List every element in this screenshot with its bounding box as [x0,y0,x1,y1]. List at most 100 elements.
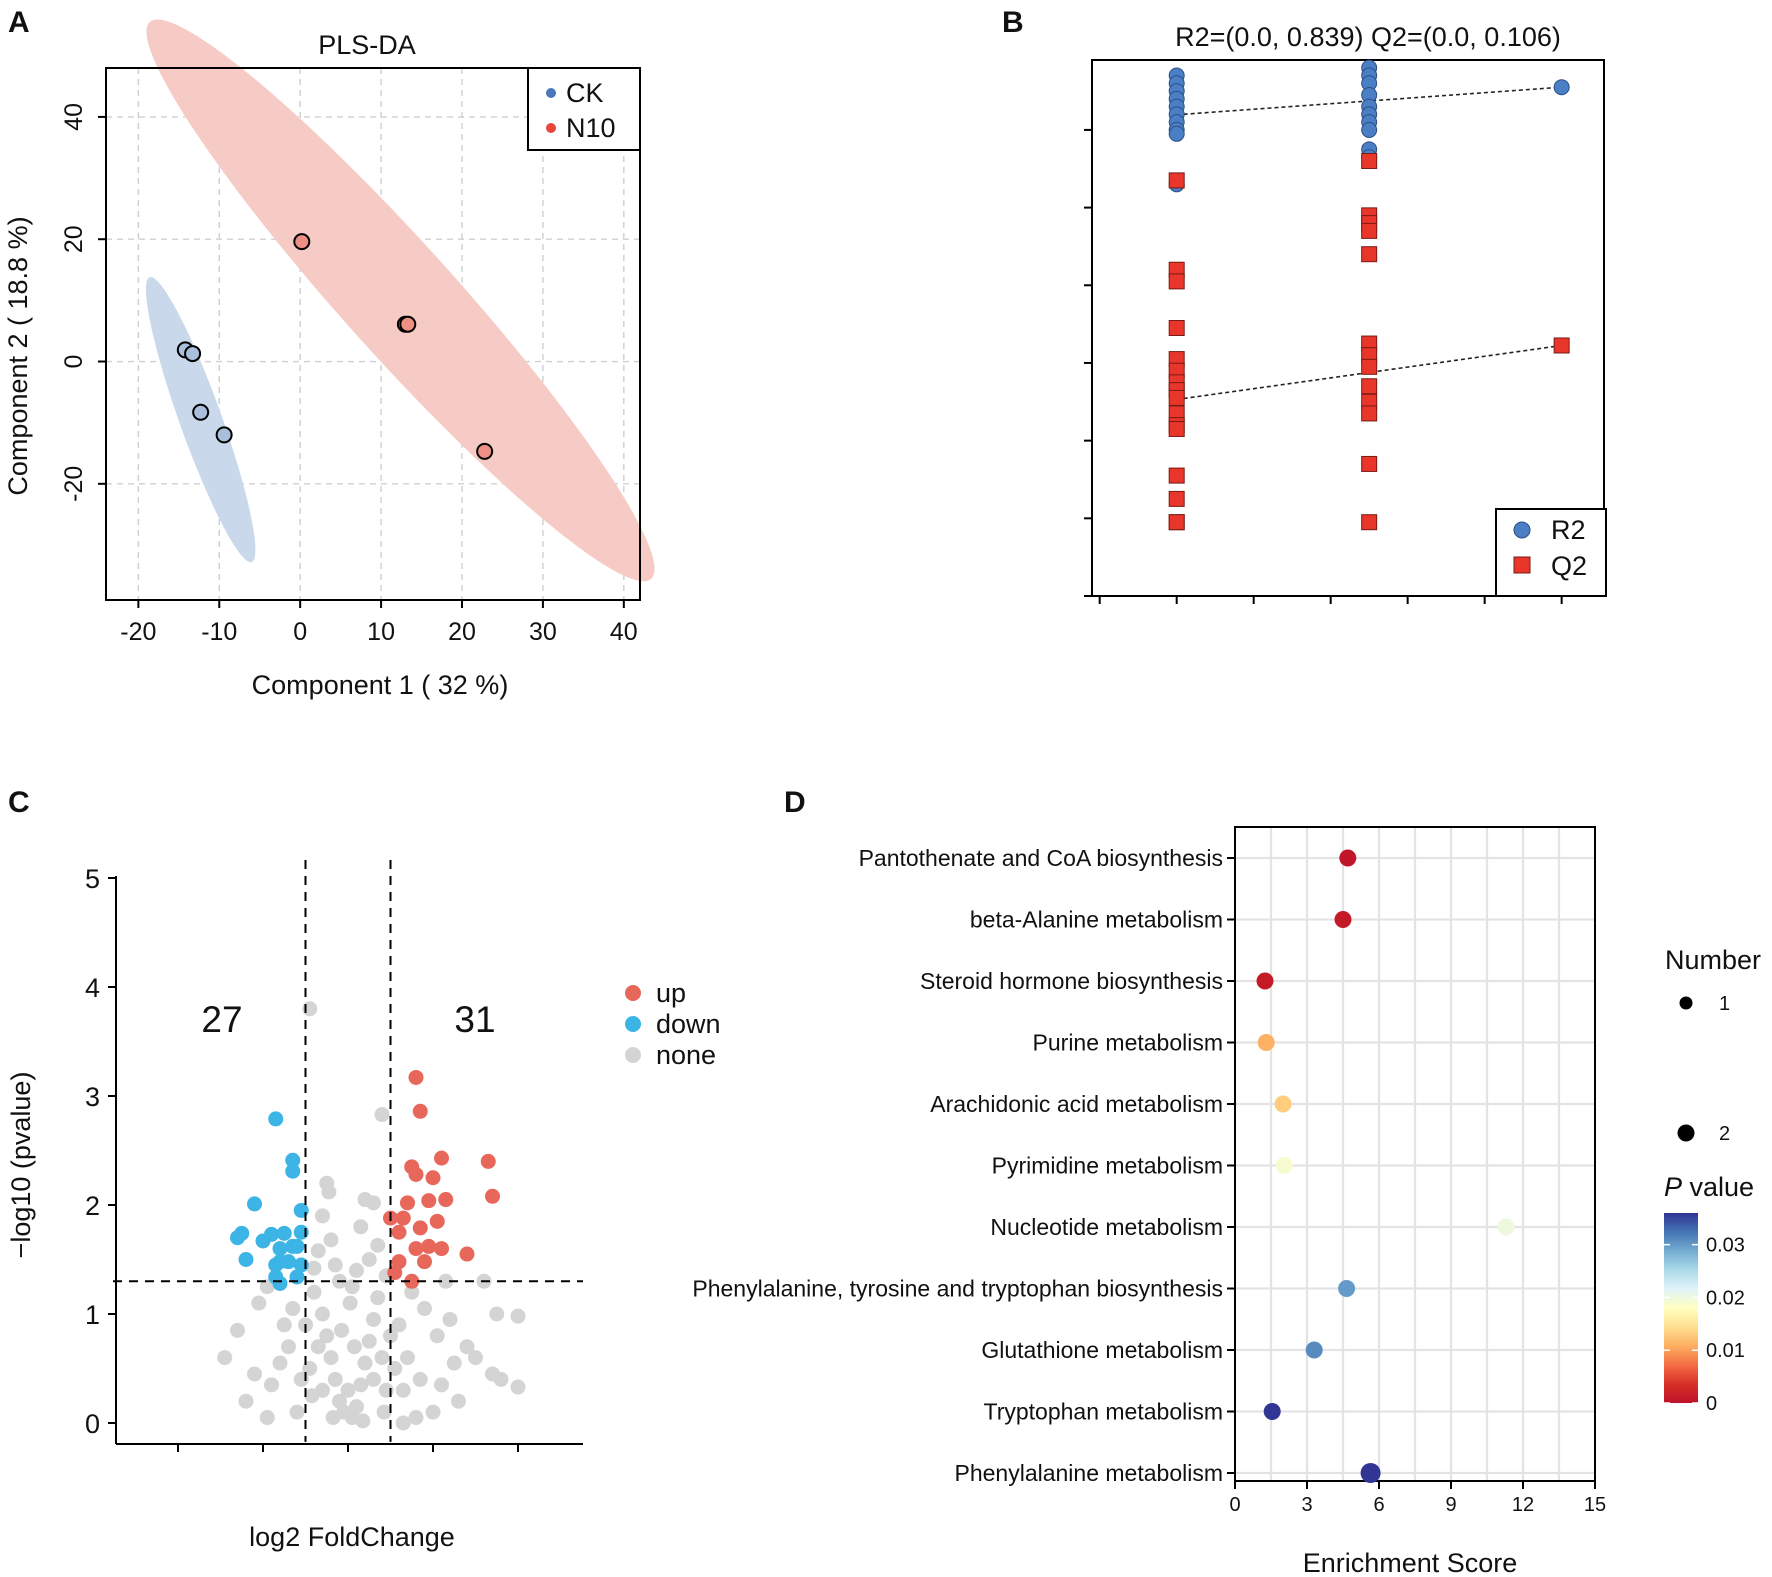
color-legend-title-italic: P [1664,1172,1682,1202]
volcano-point-none [361,1333,377,1349]
data-point-n10 [399,315,417,333]
volcano-point-none [510,1308,526,1324]
color-bar-ticks: 0.03 0.02 0.01 0 [1664,1235,1745,1415]
volcano-point-down [247,1196,262,1212]
volcano-y-tick-label: 4 [85,973,100,1003]
volcano-point-none [366,1195,381,1211]
volcano-axes: 0 1 2 3 4 5 [85,864,583,1452]
pls-da-x-tick-label: 40 [610,618,638,646]
size-legend-label-2: 2 [1719,1123,1730,1145]
legend-up-marker [625,985,641,1001]
pathway-label: Phenylalanine, tyrosine and tryptophan b… [692,1276,1223,1302]
volcano-point-none [451,1393,466,1409]
pathway-label: Phenylalanine metabolism [955,1460,1224,1486]
color-legend-title: P value [1664,1172,1754,1202]
volcano-point-none [276,1317,292,1333]
pathway-label: Nucleotide metabolism [990,1214,1223,1240]
volcano-point-up [395,1210,411,1226]
permutation-axes [1084,128,1563,604]
permutation-chart: R2=(0.0, 0.839) Q2=(0.0, 0.106) R2 Q2 [1084,22,1607,604]
volcano-point-up [412,1103,428,1119]
volcano-point-none [417,1301,432,1317]
volcano-point-none [434,1377,449,1393]
q2-point [1168,172,1185,189]
volcano-point-none [230,1322,245,1338]
volcano-point-up [421,1238,437,1254]
volcano-point-none [342,1295,358,1311]
pls-da-x-tick-label: 20 [448,618,476,646]
volcano-point-down [276,1225,292,1241]
volcano-point-none [366,1371,381,1387]
volcano-point-none [438,1273,454,1289]
q2-point [1361,455,1378,472]
volcano-point-none [310,1243,326,1259]
volcano-point-up [425,1170,441,1186]
legend-none-marker [625,1047,641,1063]
pls-da-y-label: Component 2 ( 18.8 %) [3,216,33,495]
pathway-label: Tryptophan metabolism [984,1399,1223,1425]
q2-point [1168,420,1185,437]
pls-da-x-tick-label: 30 [529,618,557,646]
size-legend-marker-1 [1679,996,1693,1010]
data-point-ck [184,345,202,363]
pls-da-points [176,233,494,460]
volcano-point-none [395,1415,411,1431]
volcano-point-none [374,1350,390,1366]
volcano-point-none [400,1350,415,1366]
panel-label-b: B [1002,6,1024,39]
volcano-point-none [323,1232,339,1248]
volcano-point-none [340,1382,356,1398]
color-legend-title-rest: value [1682,1172,1754,1202]
pls-da-y-tick-label: 0 [60,355,88,369]
legend-down-label: down [656,1009,721,1039]
legend-r2-marker [1513,521,1531,539]
pathway-point [1338,1280,1356,1297]
enrichment-x-label: Enrichment Score [1303,1548,1518,1577]
enrichment-x-tick-label: 12 [1512,1494,1534,1516]
volcano-point-none [349,1262,364,1278]
volcano-x-label: log2 FoldChange [249,1522,455,1552]
color-bar-tick-label: 0.01 [1706,1340,1745,1362]
pathway-label: Purine metabolism [1033,1030,1223,1056]
pathway-label: Arachidonic acid metabolism [930,1091,1223,1117]
r2-point [1168,125,1185,142]
pathway-point [1256,972,1274,990]
volcano-point-none [374,1107,390,1123]
enrichment-grid [1235,827,1595,1481]
volcano-point-up [434,1241,449,1257]
pls-da-axes: -20 -10 0 10 20 30 40 -20 0 20 40 [60,103,638,646]
r2-point [1553,79,1570,96]
volcano-point-none [446,1355,462,1371]
volcano-point-none [264,1377,279,1393]
volcano-point-none [391,1317,407,1333]
enrichment-frame [1234,826,1596,1482]
legend-r2-label: R2 [1551,515,1586,545]
data-point-n10 [293,233,311,251]
volcano-point-none [408,1410,424,1426]
size-legend: Number 1 2 [1665,945,1761,1145]
volcano-point-down [272,1241,288,1257]
pls-da-chart: PLS-DA -20 -10 0 10 20 30 40 -20 0 20 40 CK N10 Co… [3,19,655,700]
volcano-point-none [376,1404,392,1420]
pls-da-x-label: Component 1 ( 32 %) [252,670,509,700]
data-point-n10 [476,442,494,460]
volcano-point-up [434,1150,449,1166]
volcano-point-up [412,1220,428,1236]
pathway-point [1275,1157,1293,1174]
volcano-point-none [404,1284,420,1300]
volcano-point-none [366,1311,381,1327]
volcano-y-tick-label: 3 [85,1082,100,1112]
legend-q2-label: Q2 [1551,551,1587,581]
r2-point [1361,121,1378,138]
volcano-point-none [468,1350,483,1366]
q2-point [1361,358,1378,375]
volcano-point-up [408,1166,424,1182]
up-count: 31 [454,999,495,1040]
volcano-point-none [353,1219,369,1235]
q2-point [1361,514,1378,531]
volcano-point-none [327,1257,343,1273]
volcano-point-none [310,1339,326,1355]
panel-label-c: C [8,786,30,819]
q2-point [1168,514,1185,531]
